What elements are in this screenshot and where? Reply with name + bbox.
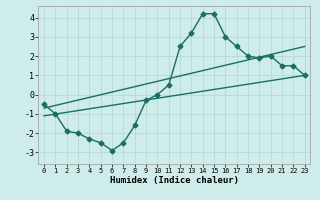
X-axis label: Humidex (Indice chaleur): Humidex (Indice chaleur) xyxy=(110,176,239,185)
